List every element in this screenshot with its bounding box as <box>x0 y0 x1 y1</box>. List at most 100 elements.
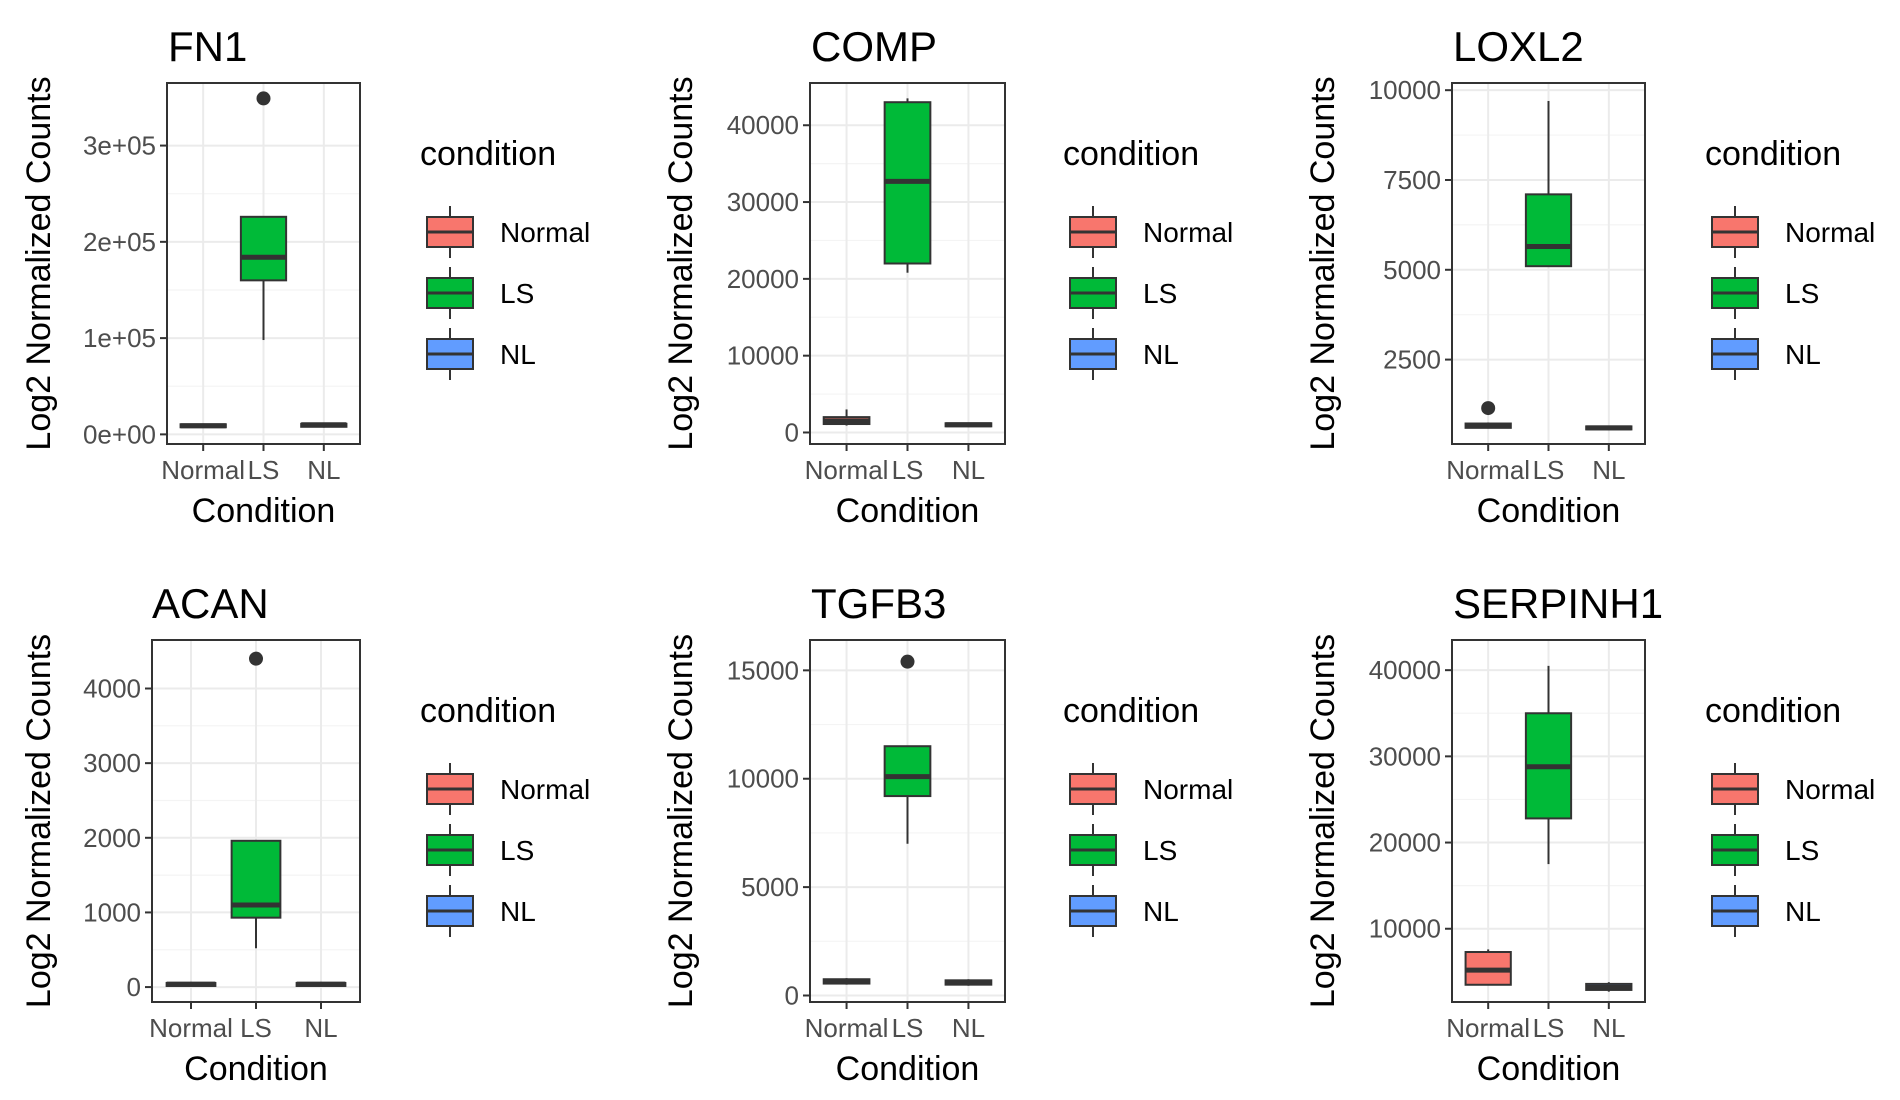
x-tick-label: LS <box>892 455 924 485</box>
y-tick-label: 10000 <box>727 341 799 371</box>
x-tick-label: LS <box>892 1013 924 1043</box>
x-tick-label: NL <box>1592 1013 1625 1043</box>
x-tick-label: NL <box>307 455 340 485</box>
y-axis-title: Log2 Normalized Counts <box>662 76 700 450</box>
x-tick-label: LS <box>248 455 280 485</box>
box-ls <box>1524 665 1573 865</box>
x-tick-label: LS <box>240 1013 272 1043</box>
y-axis-title: Log2 Normalized Counts <box>20 76 58 450</box>
legend-label-normal: Normal <box>1785 217 1875 248</box>
box-ls <box>883 654 932 844</box>
legend-title: condition <box>420 692 556 730</box>
box-normal <box>179 423 227 429</box>
x-tick-label: NL <box>304 1013 337 1043</box>
y-tick-label: 30000 <box>727 187 799 217</box>
y-tick-label: 10000 <box>1369 914 1441 944</box>
x-axis-title: Condition <box>836 1050 980 1088</box>
legend-label-ls: LS <box>1785 835 1819 866</box>
x-tick-label: Normal <box>805 1013 889 1043</box>
x-tick-label: Normal <box>1446 1013 1530 1043</box>
x-tick-label: Normal <box>805 455 889 485</box>
y-tick-label: 5000 <box>741 872 799 902</box>
box-normal <box>822 409 871 426</box>
legend-label-nl: NL <box>1785 339 1821 370</box>
x-tick-label: LS <box>1533 1013 1565 1043</box>
legend-title: condition <box>1063 692 1199 730</box>
box-ls <box>230 651 282 949</box>
panel-title: ACAN <box>152 580 269 627</box>
x-axis-title: Condition <box>836 492 980 530</box>
legend-label-normal: Normal <box>1143 774 1233 805</box>
box-body <box>883 745 932 798</box>
box-ls <box>239 91 288 341</box>
x-tick-label: NL <box>952 455 985 485</box>
y-tick-label: 4000 <box>83 674 141 704</box>
box-body <box>1524 193 1573 268</box>
legend: condition Normal LS NL <box>1063 135 1233 380</box>
y-tick-label: 0 <box>785 980 799 1010</box>
box-nl <box>295 981 347 987</box>
legend: condition Normal LS NL <box>1063 692 1233 937</box>
panel-title: FN1 <box>168 23 247 70</box>
y-tick-label: 40000 <box>727 110 799 140</box>
y-tick-label: 2000 <box>83 823 141 853</box>
y-tick-label: 1000 <box>83 897 141 927</box>
box-normal <box>1464 401 1512 429</box>
y-tick-label: 0e+00 <box>83 419 156 449</box>
y-axis-title: Log2 Normalized Counts <box>1304 634 1342 1008</box>
y-tick-label: 2500 <box>1383 345 1441 375</box>
legend: condition Normal LS NL <box>420 135 590 380</box>
legend-label-nl: NL <box>1143 339 1179 370</box>
x-axis-title: Condition <box>184 1050 328 1088</box>
box-nl <box>1585 982 1633 992</box>
box-nl <box>1585 425 1633 431</box>
outlier-point <box>256 91 271 106</box>
legend-label-ls: LS <box>1143 835 1177 866</box>
y-tick-label: 10000 <box>727 764 799 794</box>
y-tick-label: 7500 <box>1383 165 1441 195</box>
y-tick-label: 20000 <box>727 264 799 294</box>
box-ls <box>1524 100 1573 268</box>
panel-title: SERPINH1 <box>1453 580 1663 627</box>
legend-label-nl: NL <box>1143 896 1179 927</box>
outlier-point <box>249 651 263 666</box>
legend-label-nl: NL <box>1785 896 1821 927</box>
x-tick-label: Normal <box>1446 455 1530 485</box>
box-nl <box>944 979 993 986</box>
y-tick-label: 3e+05 <box>83 131 156 161</box>
y-tick-label: 2e+05 <box>83 227 156 257</box>
legend-label-ls: LS <box>1785 278 1819 309</box>
x-axis-title: Condition <box>192 492 336 530</box>
legend-label-nl: NL <box>500 339 536 370</box>
legend-label-ls: LS <box>500 278 534 309</box>
panel-title: LOXL2 <box>1453 23 1584 70</box>
legend-title: condition <box>1705 135 1841 173</box>
x-axis-title: Condition <box>1477 492 1621 530</box>
x-tick-label: NL <box>1592 455 1625 485</box>
legend-label-ls: LS <box>500 835 534 866</box>
box-nl <box>300 422 348 428</box>
legend-label-ls: LS <box>1143 278 1177 309</box>
y-axis-title: Log2 Normalized Counts <box>1304 76 1342 450</box>
legend-label-normal: Normal <box>500 774 590 805</box>
legend: condition Normal LS NL <box>1705 692 1875 937</box>
legend-title: condition <box>1063 135 1199 173</box>
legend: condition Normal LS NL <box>420 692 590 937</box>
y-tick-label: 15000 <box>727 655 799 685</box>
legend-title: condition <box>1705 692 1841 730</box>
y-tick-label: 10000 <box>1369 75 1441 105</box>
y-tick-label: 30000 <box>1369 741 1441 771</box>
y-tick-label: 0 <box>785 417 799 447</box>
y-tick-label: 3000 <box>83 748 141 778</box>
box-normal <box>165 981 217 987</box>
x-tick-label: LS <box>1533 455 1565 485</box>
legend-title: condition <box>420 135 556 173</box>
x-tick-label: NL <box>952 1013 985 1043</box>
outlier-point <box>1481 401 1496 416</box>
